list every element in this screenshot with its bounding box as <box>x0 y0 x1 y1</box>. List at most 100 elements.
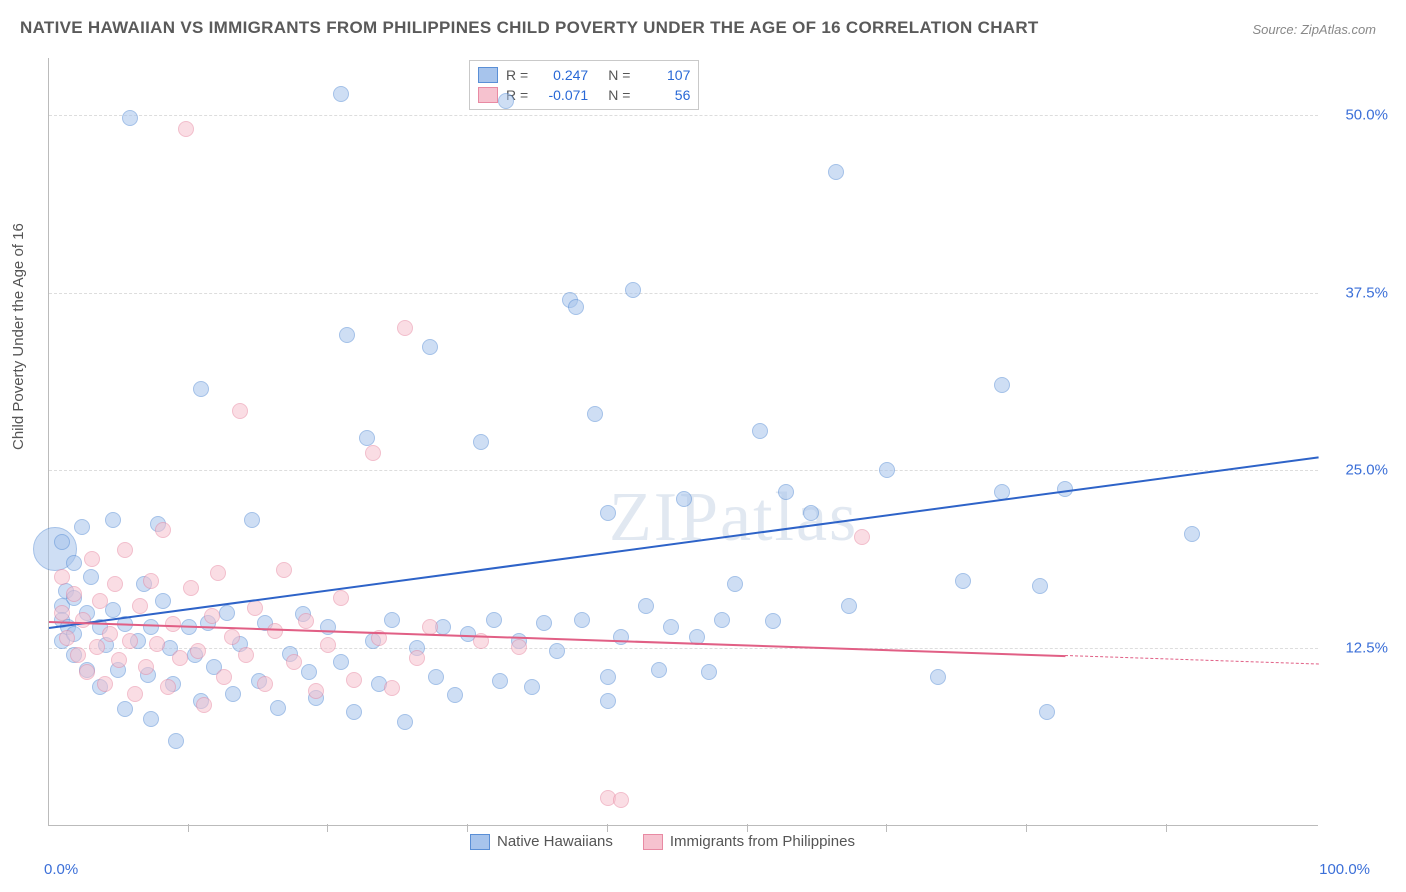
x-tick-mark <box>747 824 748 832</box>
data-point <box>107 576 123 592</box>
data-point <box>117 542 133 558</box>
x-tick-min: 0.0% <box>44 861 78 878</box>
data-point <box>492 673 508 689</box>
data-point <box>841 598 857 614</box>
data-point <box>244 512 260 528</box>
data-point <box>600 669 616 685</box>
data-point <box>511 639 527 655</box>
data-point <box>308 683 324 699</box>
data-point <box>397 320 413 336</box>
stat-r-value: 0.247 <box>536 67 588 83</box>
data-point <box>365 445 381 461</box>
data-point <box>473 434 489 450</box>
data-point <box>549 643 565 659</box>
data-point <box>397 714 413 730</box>
data-point <box>498 93 514 109</box>
data-point <box>828 164 844 180</box>
trend-line-extrapolated <box>1065 655 1319 665</box>
gridline <box>49 470 1318 471</box>
data-point <box>1032 578 1048 594</box>
data-point <box>54 605 70 621</box>
data-point <box>803 505 819 521</box>
data-point <box>247 600 263 616</box>
source-label: Source: ZipAtlas.com <box>1252 22 1376 37</box>
legend-swatch <box>643 834 663 850</box>
data-point <box>409 650 425 666</box>
data-point <box>127 686 143 702</box>
legend-label: Immigrants from Philippines <box>670 833 855 850</box>
data-point <box>613 792 629 808</box>
data-point <box>183 580 199 596</box>
data-point <box>422 339 438 355</box>
data-point <box>346 704 362 720</box>
data-point <box>54 534 70 550</box>
data-point <box>486 612 502 628</box>
y-tick-label: 12.5% <box>1345 640 1388 657</box>
data-point <box>83 569 99 585</box>
data-point <box>1039 704 1055 720</box>
legend-item: Immigrants from Philippines <box>643 833 855 850</box>
data-point <box>225 686 241 702</box>
legend-swatch <box>478 67 498 83</box>
y-axis-label: Child Poverty Under the Age of 16 <box>10 223 27 450</box>
data-point <box>333 654 349 670</box>
data-point <box>359 430 375 446</box>
x-tick-mark <box>1026 824 1027 832</box>
y-tick-label: 50.0% <box>1345 106 1388 123</box>
data-point <box>1184 526 1200 542</box>
data-point <box>587 406 603 422</box>
data-point <box>638 598 654 614</box>
data-point <box>930 669 946 685</box>
data-point <box>346 672 362 688</box>
data-point <box>663 619 679 635</box>
data-point <box>216 669 232 685</box>
legend-label: Native Hawaiians <box>497 833 613 850</box>
data-point <box>190 643 206 659</box>
data-point <box>320 637 336 653</box>
chart-title: NATIVE HAWAIIAN VS IMMIGRANTS FROM PHILI… <box>20 18 1039 38</box>
data-point <box>155 522 171 538</box>
data-point <box>155 593 171 609</box>
data-point <box>276 562 292 578</box>
data-point <box>676 491 692 507</box>
data-point <box>70 647 86 663</box>
data-point <box>160 679 176 695</box>
gridline <box>49 293 1318 294</box>
legend-item: Native Hawaiians <box>470 833 613 850</box>
data-point <box>232 403 248 419</box>
stat-r-label: R = <box>506 67 528 83</box>
data-point <box>267 623 283 639</box>
data-point <box>270 700 286 716</box>
data-point <box>59 630 75 646</box>
scatter-chart: R =0.247N =107R =-0.071N =56 ZIPatlas <box>48 58 1318 826</box>
data-point <box>204 608 220 624</box>
data-point <box>257 676 273 692</box>
data-point <box>102 626 118 642</box>
data-point <box>224 629 240 645</box>
data-point <box>54 569 70 585</box>
data-point <box>524 679 540 695</box>
data-point <box>172 650 188 666</box>
stat-n-label: N = <box>608 67 630 83</box>
data-point <box>384 612 400 628</box>
data-point <box>765 613 781 629</box>
data-point <box>447 687 463 703</box>
data-point <box>701 664 717 680</box>
data-point <box>105 512 121 528</box>
x-tick-mark <box>607 824 608 832</box>
data-point <box>600 505 616 521</box>
data-point <box>298 613 314 629</box>
data-point <box>149 636 165 652</box>
data-point <box>84 551 100 567</box>
trend-line <box>49 456 1319 629</box>
data-point <box>178 121 194 137</box>
data-point <box>286 654 302 670</box>
x-tick-mark <box>1166 824 1167 832</box>
data-point <box>89 639 105 655</box>
legend-swatch <box>478 87 498 103</box>
data-point <box>117 701 133 717</box>
stat-r-value: -0.071 <box>536 87 588 103</box>
data-point <box>122 110 138 126</box>
data-point <box>138 659 154 675</box>
data-point <box>651 662 667 678</box>
